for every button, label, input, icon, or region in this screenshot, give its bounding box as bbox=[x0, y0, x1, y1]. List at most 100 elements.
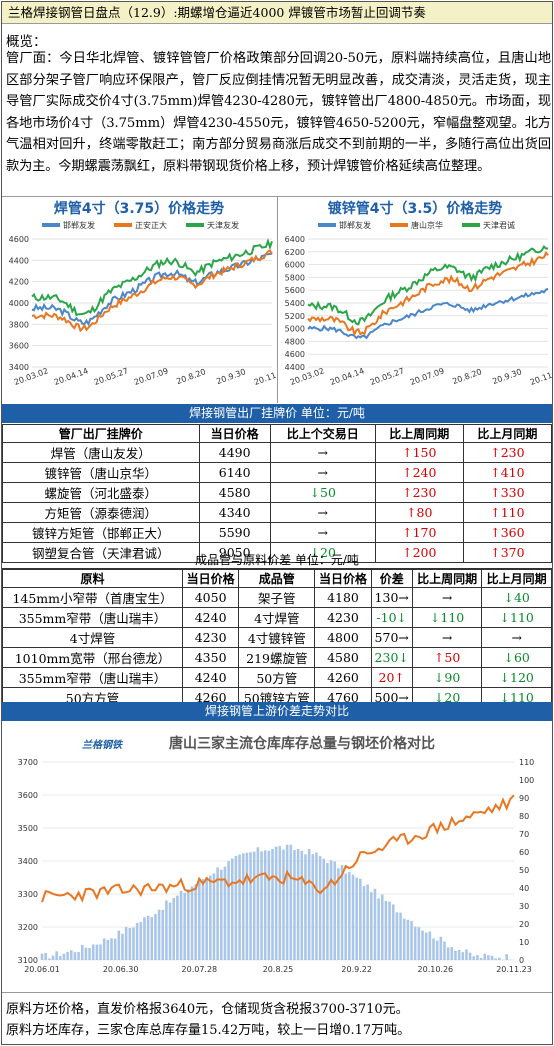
x-tick-label: 20.8.20 bbox=[451, 367, 483, 386]
y-tick-label: 5200 bbox=[285, 312, 305, 321]
y-tick-label: 3600 bbox=[9, 342, 29, 351]
table-cell: 4050 bbox=[181, 587, 240, 608]
x-tick-label: 20.9.22 bbox=[341, 965, 372, 974]
table-row: 4寸焊管 4230 4寸镀锌管 4800 570→ → → bbox=[2, 627, 552, 648]
table-cell: → bbox=[481, 627, 552, 648]
x-tick-label: 20.9.30 bbox=[215, 367, 247, 386]
legend-swatch bbox=[186, 223, 204, 227]
chart-title: 焊管4寸（3.75）价格走势 bbox=[54, 200, 224, 217]
table-cell: → bbox=[269, 502, 376, 523]
y-tick-label: 4400 bbox=[285, 363, 305, 372]
table-cell: 4240 bbox=[181, 607, 240, 628]
table-row: 方矩管（源泰德润） 4340 → ↑80 ↑110 bbox=[2, 502, 553, 523]
x-tick-label: 20.07.09 bbox=[409, 366, 446, 387]
y-tick-label: 4600 bbox=[9, 235, 29, 244]
table-cell: 6140 bbox=[198, 462, 271, 483]
y-right-tick: 60 bbox=[519, 848, 529, 857]
series-line bbox=[307, 287, 549, 340]
y-tick-label: 4800 bbox=[285, 337, 305, 346]
table-cell: ↑230 bbox=[374, 482, 464, 503]
y-tick-label: 3800 bbox=[9, 320, 29, 329]
table-cell: 355mm窄带（唐山瑞丰） bbox=[2, 607, 183, 628]
x-tick-label: 20.9.30 bbox=[491, 367, 523, 386]
header-cell: 当日价格 bbox=[181, 569, 240, 588]
y-right-tick: 70 bbox=[519, 830, 529, 839]
table-cell: ↓90 bbox=[411, 667, 483, 688]
header-cell: 管厂出厂挂牌价 bbox=[2, 424, 200, 443]
legend-label: 唐山京华 bbox=[411, 220, 443, 230]
y-right-tick: 20 bbox=[519, 920, 529, 929]
y-right-tick: 50 bbox=[519, 866, 529, 875]
table-cell: 架子管 bbox=[238, 587, 316, 608]
factory-price-bar: 焊接钢管出厂挂牌价 单位：元/吨 bbox=[2, 404, 552, 423]
legend-swatch bbox=[390, 223, 408, 227]
table-row: 镀锌管（唐山京华） 6140 → ↑240 ↑410 bbox=[2, 462, 553, 483]
table-cell: ↑80 bbox=[374, 502, 464, 523]
y-tick-label: 5400 bbox=[285, 299, 305, 308]
legend-label: 正安正大 bbox=[135, 220, 167, 230]
table-cell: ↑240 bbox=[374, 462, 464, 483]
y-tick-label: 4400 bbox=[9, 256, 29, 265]
table-cell: 4230 bbox=[314, 607, 372, 628]
table-cell: 4340 bbox=[198, 502, 271, 523]
y-left-tick: 3300 bbox=[18, 890, 38, 899]
table-cell: 4260 bbox=[314, 667, 372, 688]
table-cell: 镀锌方矩管（邯郸正大） bbox=[2, 522, 200, 543]
table-cell: → bbox=[269, 442, 376, 463]
table-header: 管厂出厂挂牌价 当日价格 比上个交易日 比上周同期 比上月同期 bbox=[2, 424, 553, 443]
brand-logo: 兰格钢铁 bbox=[82, 739, 124, 751]
table-cell: 螺旋管（河北盛泰） bbox=[2, 482, 200, 503]
report-title: 兰格焊接钢管日盘点（12.9）:期螺增仓逼近4000 焊镀管市场暂止回调节奏 bbox=[2, 2, 552, 24]
footer-notes: 原料方坯价格，直发价格报3640元，仓储现货含税报3700-3710元。 原料方… bbox=[6, 999, 410, 1041]
x-tick-label: 20.8.25 bbox=[263, 965, 294, 974]
table-cell: 4寸镀锌管 bbox=[238, 627, 316, 648]
legend-label: 邯郸友发 bbox=[339, 220, 371, 230]
header-cell: 比上个交易日 bbox=[269, 424, 376, 443]
header-cell: 比上周同期 bbox=[374, 424, 464, 443]
table-cell: 570→ bbox=[370, 627, 413, 648]
table-cell: ↓50 bbox=[269, 482, 376, 503]
header-cell: 当日价格 bbox=[314, 569, 372, 588]
header-cell: 比上周同期 bbox=[411, 569, 483, 588]
x-tick-label: 20.06.01 bbox=[24, 965, 60, 974]
y-right-tick: 80 bbox=[519, 812, 529, 821]
y-tick-label: 6200 bbox=[285, 248, 305, 257]
table-row: 螺旋管（河北盛泰） 4580 ↓50 ↑230 ↑330 bbox=[2, 482, 553, 503]
y-tick-label: 5000 bbox=[285, 325, 305, 334]
y-tick-label: 6000 bbox=[285, 261, 305, 270]
upstream-bar: 焊接钢管上游价差走势对比 bbox=[2, 702, 552, 721]
table-cell: ↑230 bbox=[462, 442, 553, 463]
table-cell: 4580 bbox=[314, 647, 372, 668]
table-cell: 20↑ bbox=[370, 667, 413, 688]
table-cell: 4180 bbox=[314, 587, 372, 608]
overview-label: 概览： bbox=[6, 34, 47, 50]
billet-price-line bbox=[41, 794, 515, 903]
table-cell: ↑200 bbox=[374, 542, 464, 563]
table-cell: ↓20 bbox=[269, 542, 376, 563]
overview-text: 管厂面：今日华北焊管、镀锌管管厂价格政策部分回调20-50元，原料端持续高位，且… bbox=[6, 51, 551, 174]
header-cell: 成品管 bbox=[238, 569, 316, 588]
legend-label: 天津友发 bbox=[207, 220, 239, 230]
table-cell: 130→ bbox=[370, 587, 413, 608]
header-cell: 比上月同期 bbox=[462, 424, 553, 443]
table-row: 145mm小窄带（首唐宝生） 4050 架子管 4180 130→ → ↓40 bbox=[2, 587, 552, 608]
table-cell: 355mm窄带（唐山瑞丰） bbox=[2, 667, 183, 688]
table-header: 原料 当日价格 成品管 当日价格 价差 比上周同期 比上月同期 bbox=[2, 569, 552, 588]
table-cell: 4800 bbox=[314, 627, 372, 648]
legend-swatch bbox=[462, 223, 480, 227]
table-row: 镀锌方矩管（邯郸正大） 5590 → ↑170 ↑360 bbox=[2, 522, 553, 543]
table-cell: 镀锌管（唐山京华） bbox=[2, 462, 200, 483]
table-cell: 焊管（唐山友发） bbox=[2, 442, 200, 463]
legend-swatch bbox=[42, 223, 60, 227]
table-cell: 230↓ bbox=[370, 647, 413, 668]
legend-label: 天津君诚 bbox=[483, 220, 515, 230]
table-cell: 9050 bbox=[198, 542, 271, 563]
spread-bar: 成品管与原料价差 单位：元/吨 bbox=[2, 551, 552, 569]
table-cell: 145mm小窄带（首唐宝生） bbox=[2, 587, 183, 608]
y-left-tick: 3200 bbox=[18, 923, 38, 932]
x-tick-label: 20.11.23 bbox=[496, 965, 532, 974]
table-cell: 4230 bbox=[181, 627, 240, 648]
chart-title: 镀锌管4寸（3.5）价格走势 bbox=[328, 200, 503, 217]
y-right-tick: 110 bbox=[519, 758, 534, 767]
footer-line-1: 原料方坯价格，直发价格报3640元，仓储现货含税报3700-3710元。 bbox=[6, 1002, 409, 1017]
